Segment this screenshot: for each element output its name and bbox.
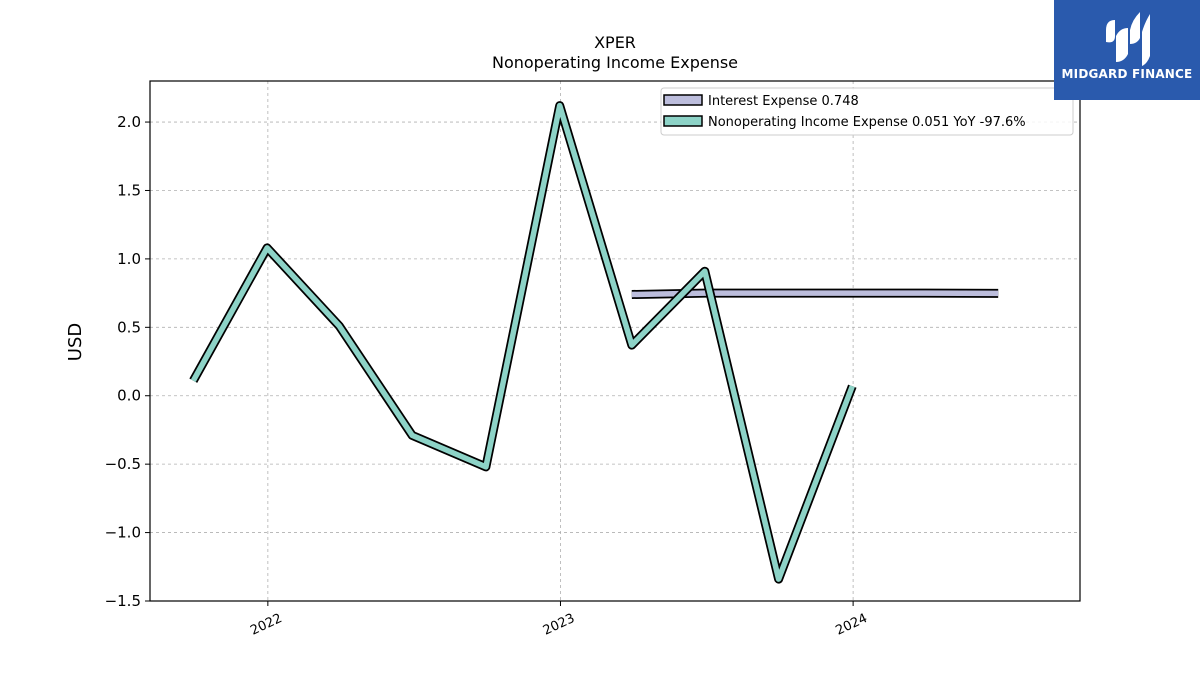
brand-logo: MIDGARD FINANCE <box>1054 0 1200 100</box>
y-tick-label: 0.5 <box>117 318 141 336</box>
grid <box>150 81 1080 602</box>
y-tick-label: 0.0 <box>117 387 141 405</box>
plot-frame <box>149 80 1081 602</box>
series-0 <box>631 288 999 299</box>
legend: Interest Expense 0.748 Nonoperating Incom… <box>660 87 1074 136</box>
axis-ticks: −1.5 −1.0 −0.5 0.0 0.5 1.0 1.5 2.0 2022 2023 2024 <box>105 113 870 639</box>
y-tick-label: −1.0 <box>105 524 141 542</box>
chart-subtitle: Nonoperating Income Expense <box>492 53 738 72</box>
legend-swatch <box>663 115 703 127</box>
brand-name: MIDGARD FINANCE <box>1061 67 1193 81</box>
chart-title: XPER <box>594 33 636 52</box>
x-tick-label: 2023 <box>541 611 577 639</box>
legend-label: Nonoperating Income Expense 0.051 YoY -9… <box>708 115 1026 130</box>
legend-label: Interest Expense 0.748 <box>708 94 859 109</box>
series-line <box>190 102 855 582</box>
legend-swatch <box>663 94 703 106</box>
series-line <box>631 290 999 298</box>
y-tick-label: −0.5 <box>105 455 141 473</box>
brand-mark-icon <box>1106 12 1150 66</box>
x-tick-label: 2022 <box>248 611 284 639</box>
y-tick-label: 1.0 <box>117 250 141 268</box>
x-tick-label: 2024 <box>833 611 869 639</box>
y-tick-label: 1.5 <box>117 181 141 199</box>
series-line-outline <box>189 101 857 584</box>
y-tick-label: 2.0 <box>117 113 141 131</box>
legend-box <box>660 87 1074 136</box>
y-tick-label: −1.5 <box>105 592 141 610</box>
series-1 <box>189 101 857 584</box>
y-axis-label: USD <box>65 323 86 361</box>
plot-lines <box>189 101 999 584</box>
